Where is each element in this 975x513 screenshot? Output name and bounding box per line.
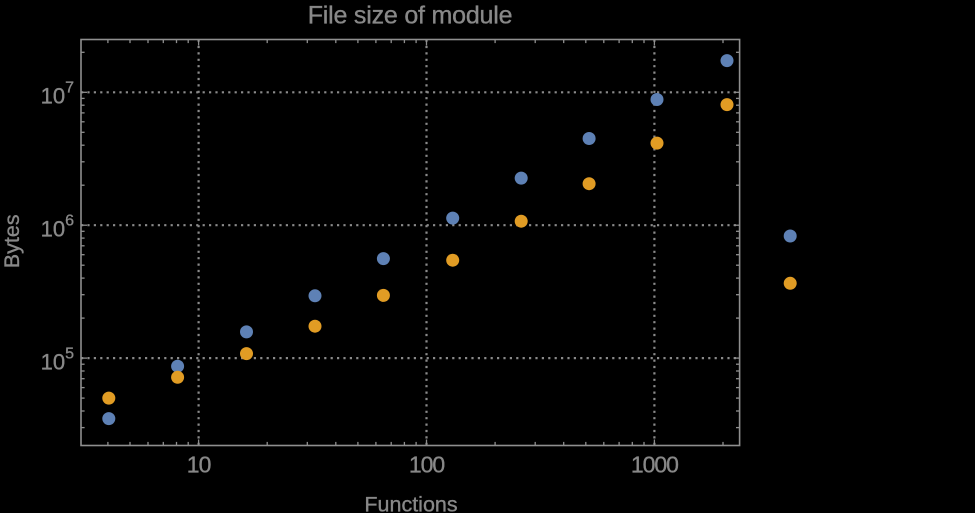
svg-text:100: 100 (409, 451, 445, 477)
svg-text:105: 105 (41, 346, 74, 375)
svg-text:Bytes: Bytes (0, 214, 24, 268)
svg-text:10: 10 (187, 451, 211, 477)
svg-text:1000: 1000 (631, 451, 678, 477)
svg-text:107: 107 (41, 80, 74, 109)
svg-text:File size of module: File size of module (308, 2, 513, 30)
svg-text:106: 106 (41, 213, 74, 242)
svg-text:Functions: Functions (364, 493, 457, 513)
